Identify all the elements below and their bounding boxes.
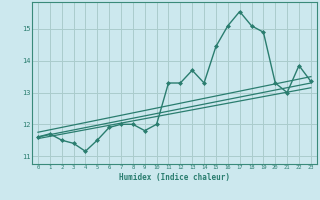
X-axis label: Humidex (Indice chaleur): Humidex (Indice chaleur) xyxy=(119,173,230,182)
